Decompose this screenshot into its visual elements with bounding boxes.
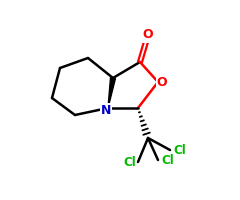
Text: Cl: Cl xyxy=(123,156,136,168)
Text: N: N xyxy=(101,104,111,116)
Polygon shape xyxy=(108,78,115,108)
Text: O: O xyxy=(143,28,153,42)
Text: Cl: Cl xyxy=(161,154,174,166)
Text: O: O xyxy=(157,75,167,88)
Text: Cl: Cl xyxy=(173,144,186,156)
